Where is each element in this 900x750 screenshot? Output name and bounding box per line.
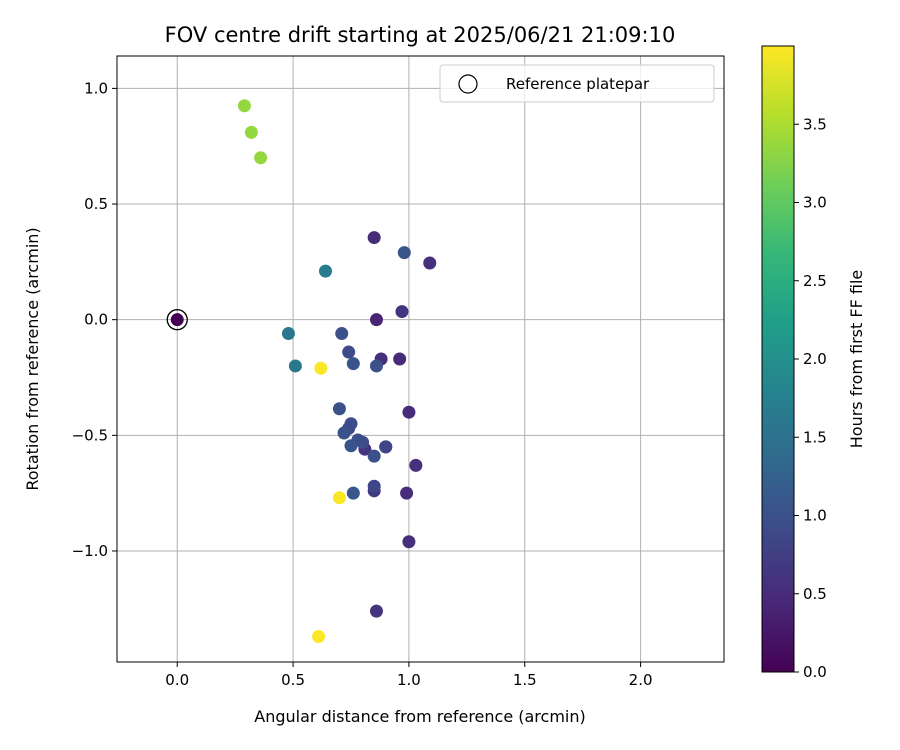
colorbar-label: Hours from first FF file	[847, 270, 866, 449]
data-point	[254, 151, 268, 165]
data-point	[281, 327, 295, 341]
data-point	[346, 486, 360, 500]
data-point	[369, 604, 383, 618]
data-point	[319, 264, 333, 278]
data-point	[369, 313, 383, 327]
data-point	[342, 345, 356, 359]
data-point	[395, 305, 409, 319]
colorbar-tick-label: 0.0	[803, 663, 827, 681]
data-point	[356, 435, 370, 449]
data-point	[379, 440, 393, 454]
colorbar-gradient	[761, 45, 795, 673]
data-point	[288, 359, 302, 373]
data-point	[393, 352, 407, 366]
colorbar-tick-label: 3.0	[803, 194, 827, 212]
legend: Reference platepar	[439, 64, 715, 103]
colorbar-tick-label: 3.5	[803, 115, 827, 133]
data-point	[332, 402, 346, 416]
colorbar-tick-label: 0.5	[803, 585, 827, 603]
data-point	[369, 359, 383, 373]
data-point	[344, 439, 358, 453]
x-tick-label: 1.5	[513, 671, 537, 689]
data-point	[402, 535, 416, 549]
data-point	[397, 246, 411, 260]
plot-frame	[116, 55, 725, 663]
x-tick-label: 2.0	[629, 671, 653, 689]
x-tick-label: 0.5	[281, 671, 305, 689]
data-point	[314, 361, 328, 375]
data-point	[367, 231, 381, 245]
data-point	[346, 357, 360, 371]
colorbar-tick-label: 1.0	[803, 507, 827, 525]
colorbar-ticks: 0.0 0.5 1.0 1.5 2.0 2.5 3.0 3.5	[794, 115, 827, 681]
data-point	[237, 99, 251, 113]
x-tick-label: 1.0	[397, 671, 421, 689]
data-point	[400, 486, 414, 500]
colorbar: 0.0 0.5 1.0 1.5 2.0 2.5 3.0 3.5 Hours from firs…	[761, 45, 866, 681]
y-tick-label: −0.5	[72, 426, 108, 444]
legend-marker-icon	[458, 74, 478, 94]
data-point	[332, 491, 346, 505]
data-points	[166, 99, 437, 644]
data-point	[367, 479, 381, 493]
x-tick-label: 0.0	[165, 671, 189, 689]
data-point	[335, 327, 349, 341]
y-axis-ticks: −1.0 −0.5 0.0 0.5 1.0	[72, 79, 117, 560]
y-axis-label: Rotation from reference (arcmin)	[23, 227, 42, 490]
data-point	[423, 256, 437, 270]
x-axis-label: Angular distance from reference (arcmin)	[254, 707, 585, 726]
data-point	[312, 630, 326, 644]
chart-title: FOV centre drift starting at 2025/06/21 …	[165, 23, 676, 47]
x-axis-ticks: 0.0 0.5 1.0 1.5 2.0	[165, 662, 653, 689]
colorbar-tick-label: 2.5	[803, 272, 827, 290]
y-tick-label: 0.5	[84, 195, 108, 213]
colorbar-tick-label: 1.5	[803, 428, 827, 446]
data-point	[337, 426, 351, 440]
y-tick-label: −1.0	[72, 542, 108, 560]
reference-platepar-marker	[166, 309, 188, 331]
data-point	[402, 405, 416, 419]
grid	[117, 56, 724, 662]
legend-label: Reference platepar	[506, 75, 650, 93]
data-point	[367, 449, 381, 463]
data-point	[244, 125, 258, 139]
data-point	[409, 458, 423, 472]
data-point	[170, 313, 184, 327]
y-tick-label: 0.0	[84, 311, 108, 329]
y-tick-label: 1.0	[84, 79, 108, 97]
legend-box	[439, 64, 715, 103]
colorbar-tick-label: 2.0	[803, 350, 827, 368]
